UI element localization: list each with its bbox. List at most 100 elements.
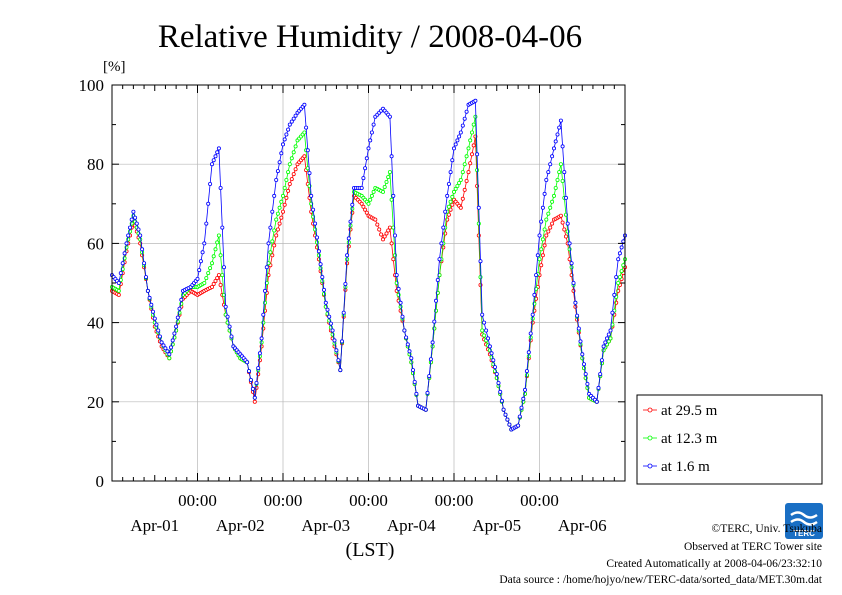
data-point bbox=[537, 233, 542, 238]
data-point bbox=[606, 332, 611, 337]
data-point bbox=[202, 241, 207, 246]
data-point bbox=[282, 202, 287, 207]
data-point bbox=[126, 233, 131, 238]
data-point bbox=[605, 336, 610, 341]
data-point bbox=[548, 162, 553, 167]
data-point bbox=[149, 302, 154, 307]
data-point bbox=[268, 250, 273, 255]
chart-title: Relative Humidity / 2008-04-06 bbox=[158, 19, 582, 55]
data-point bbox=[478, 259, 483, 264]
data-point bbox=[616, 257, 621, 262]
data-point bbox=[507, 422, 512, 427]
data-point bbox=[387, 225, 392, 230]
data-point bbox=[435, 277, 440, 282]
data-point bbox=[369, 130, 374, 135]
data-point bbox=[142, 261, 147, 266]
data-point bbox=[466, 146, 471, 151]
data-point bbox=[156, 328, 161, 333]
data-point bbox=[350, 202, 355, 207]
day-label: Apr-01 bbox=[130, 516, 179, 535]
data-point bbox=[280, 193, 285, 198]
data-point bbox=[573, 300, 578, 305]
legend-marker bbox=[647, 435, 653, 441]
data-point bbox=[396, 286, 401, 291]
data-point bbox=[257, 351, 262, 356]
data-point bbox=[270, 239, 275, 244]
data-point bbox=[386, 228, 391, 233]
data-point bbox=[544, 177, 549, 182]
data-point bbox=[250, 386, 255, 391]
day-label: Apr-04 bbox=[387, 516, 436, 535]
data-point bbox=[274, 177, 279, 182]
data-point bbox=[264, 265, 269, 270]
data-point bbox=[619, 245, 624, 250]
data-point bbox=[246, 369, 251, 374]
data-point bbox=[410, 368, 415, 373]
data-point bbox=[321, 287, 326, 292]
data-point bbox=[391, 257, 396, 262]
data-point bbox=[460, 123, 465, 128]
y-tick-label: 20 bbox=[87, 393, 104, 412]
data-point bbox=[200, 250, 205, 255]
data-point bbox=[204, 276, 209, 281]
data-point bbox=[272, 193, 277, 198]
data-point bbox=[464, 154, 469, 159]
data-point bbox=[366, 201, 371, 206]
data-point bbox=[569, 261, 574, 266]
data-point bbox=[198, 259, 203, 264]
data-point bbox=[468, 161, 473, 166]
data-point bbox=[389, 197, 394, 202]
data-point bbox=[218, 253, 223, 258]
axis-ticks: 0 20 40 60 80 100 00:00 00:00 00:00 00:00 00:00 Apr… bbox=[79, 76, 626, 535]
data-point bbox=[302, 130, 307, 135]
data-point bbox=[576, 326, 581, 331]
data-point bbox=[414, 391, 419, 396]
data-point bbox=[606, 339, 611, 344]
data-point bbox=[165, 349, 170, 354]
data-point bbox=[209, 284, 214, 289]
data-point bbox=[534, 273, 539, 278]
data-point bbox=[450, 202, 455, 207]
data-point bbox=[259, 336, 264, 341]
data-point bbox=[218, 282, 223, 287]
data-point bbox=[480, 312, 485, 317]
data-point bbox=[275, 211, 280, 216]
data-point bbox=[552, 193, 557, 198]
data-point bbox=[339, 339, 344, 344]
data-point bbox=[548, 225, 553, 230]
data-point bbox=[218, 185, 223, 190]
credit-line: Data source : /home/hojyo/new/TERC-data/… bbox=[499, 574, 822, 586]
data-point bbox=[542, 191, 547, 196]
data-point bbox=[544, 233, 549, 238]
data-point bbox=[280, 209, 285, 214]
data-point bbox=[213, 247, 218, 252]
data-point bbox=[575, 313, 580, 318]
data-point bbox=[462, 187, 467, 192]
data-point bbox=[272, 243, 277, 248]
data-point bbox=[482, 320, 487, 325]
data-point bbox=[391, 193, 396, 198]
data-point bbox=[216, 146, 221, 151]
x-axis-label: (LST) bbox=[346, 539, 395, 561]
data-point bbox=[619, 269, 624, 274]
data-point bbox=[252, 395, 257, 400]
data-point bbox=[375, 222, 380, 227]
data-point bbox=[582, 362, 587, 367]
data-point bbox=[270, 209, 275, 214]
data-series bbox=[110, 98, 628, 432]
data-point bbox=[428, 357, 433, 362]
data-point bbox=[394, 273, 399, 278]
data-point bbox=[433, 298, 438, 303]
data-point bbox=[453, 142, 458, 147]
data-point bbox=[616, 280, 621, 285]
y-tick-label: 100 bbox=[79, 76, 105, 95]
data-point bbox=[179, 297, 184, 302]
data-point bbox=[384, 231, 389, 236]
x-tick-label: 00:00 bbox=[435, 491, 474, 510]
data-point bbox=[133, 215, 138, 220]
data-point bbox=[211, 254, 216, 259]
y-tick-label: 80 bbox=[87, 155, 104, 174]
data-point bbox=[302, 102, 307, 107]
data-point bbox=[220, 273, 225, 278]
